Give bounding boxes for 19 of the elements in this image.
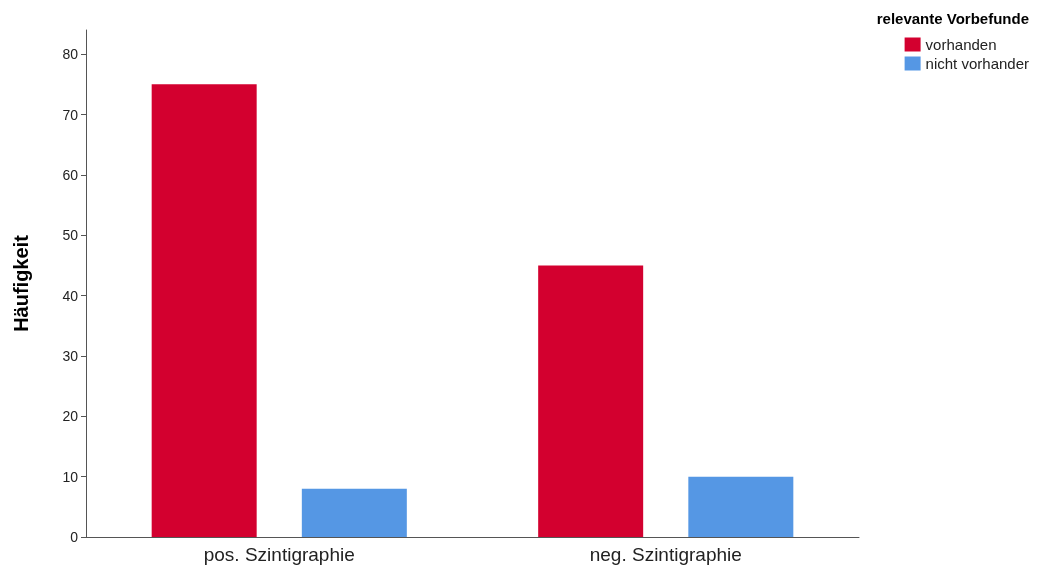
y-tick-label: 0: [70, 529, 79, 545]
x-tick-label: neg. Szintigraphie: [589, 544, 742, 565]
legend-label: vorhanden: [925, 36, 997, 53]
y-tick-label: 60: [62, 166, 79, 183]
y-tick-label: 20: [62, 408, 79, 425]
bar: [538, 265, 644, 537]
y-axis-title: Häufigkeit: [10, 234, 32, 332]
y-tick-label: 80: [62, 46, 79, 63]
x-tick-label: pos. Szintigraphie: [203, 544, 355, 565]
legend-label: nicht vorhander: [925, 55, 1030, 72]
y-tick-label: 10: [62, 468, 79, 485]
bar: [688, 476, 794, 537]
legend-title: relevante Vorbefunde: [876, 10, 1029, 27]
y-tick-label: 30: [62, 347, 79, 364]
y-tick-label: 50: [62, 227, 79, 244]
y-tick-label: 70: [62, 106, 79, 123]
bar: [301, 488, 407, 537]
y-tick-label: 40: [62, 287, 79, 304]
bar: [151, 84, 257, 537]
